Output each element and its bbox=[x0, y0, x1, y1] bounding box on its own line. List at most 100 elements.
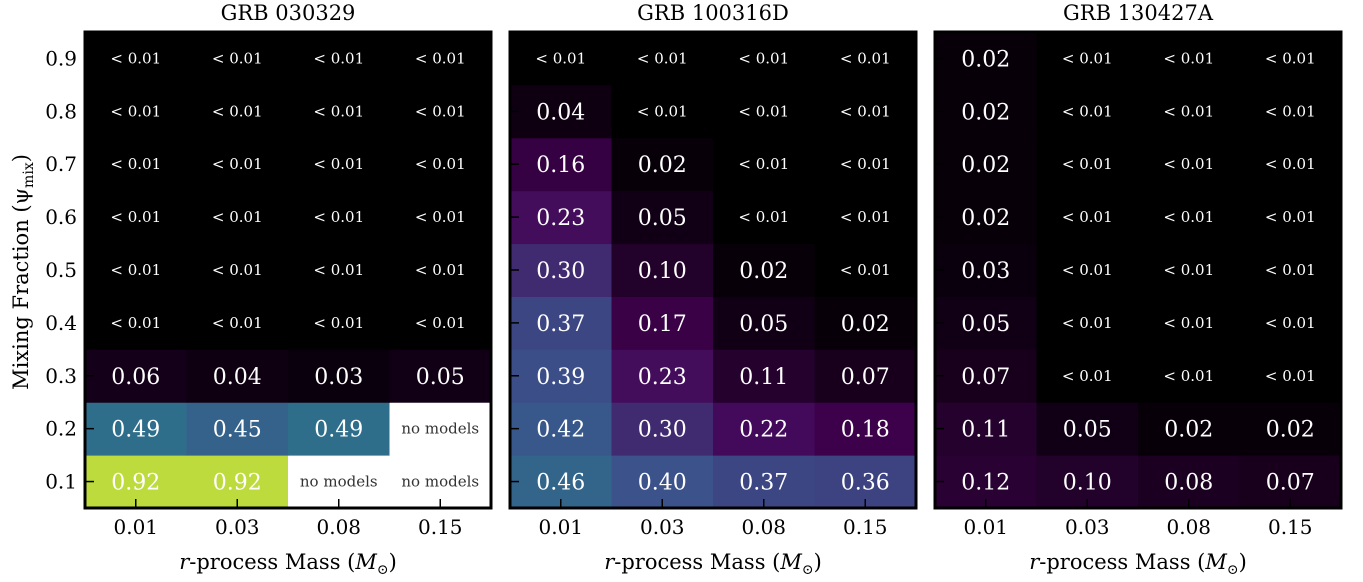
heatmap-cell bbox=[389, 349, 492, 403]
heatmap-cell bbox=[1138, 402, 1240, 456]
heatmap-cell bbox=[611, 349, 714, 403]
cell-label: 0.05 bbox=[416, 365, 465, 390]
cell-label: < 0.01 bbox=[1163, 49, 1214, 67]
heatmap-cell bbox=[510, 349, 612, 403]
heatmap-cell bbox=[288, 137, 390, 192]
cell-label: 0.46 bbox=[536, 471, 585, 496]
cell-label: < 0.01 bbox=[212, 49, 263, 67]
cell-label: 0.11 bbox=[961, 418, 1010, 443]
heatmap-cell bbox=[85, 137, 187, 192]
heatmap-cell bbox=[288, 84, 390, 139]
heatmap-cell bbox=[389, 243, 492, 297]
heatmap-cell bbox=[186, 349, 289, 403]
cell-label: < 0.01 bbox=[535, 49, 586, 67]
heatmap-cell bbox=[611, 84, 714, 139]
x-tick-label: 0.03 bbox=[215, 515, 260, 539]
cell-label: < 0.01 bbox=[738, 49, 789, 67]
heatmap-cell bbox=[1138, 243, 1240, 297]
heatmap-cell bbox=[935, 32, 1037, 86]
cell-label: < 0.01 bbox=[212, 261, 263, 279]
cell-label: no models bbox=[300, 473, 378, 491]
cell-label: 0.92 bbox=[111, 471, 160, 496]
cell-label: 0.16 bbox=[536, 153, 585, 178]
cell-label: < 0.01 bbox=[212, 208, 263, 226]
heatmap-cell bbox=[935, 137, 1037, 192]
heatmap-cell bbox=[1239, 190, 1342, 245]
heatmap-cell bbox=[814, 137, 917, 192]
cell-label: < 0.01 bbox=[212, 314, 263, 332]
cell-label: 0.30 bbox=[638, 418, 687, 443]
heatmap-cell bbox=[814, 32, 917, 86]
cell-label: < 0.01 bbox=[738, 208, 789, 226]
heatmap-cell bbox=[389, 32, 492, 86]
cell-label: < 0.01 bbox=[1062, 49, 1113, 67]
heatmap-cell bbox=[713, 243, 815, 297]
cell-label: < 0.01 bbox=[1062, 208, 1113, 226]
cell-label: 0.10 bbox=[1063, 471, 1112, 496]
y-tick-label: 0.8 bbox=[45, 99, 77, 123]
panel-1: GRB 030329 0.92 0.92 no models no models 0.49… bbox=[45, 1, 493, 578]
cell-label: < 0.01 bbox=[1265, 367, 1316, 385]
panel-title: GRB 130427A bbox=[1063, 1, 1214, 25]
cell-label: 0.23 bbox=[536, 206, 585, 231]
cell-label: 0.02 bbox=[961, 153, 1010, 178]
heatmap-cell bbox=[510, 190, 612, 245]
cell-label: < 0.01 bbox=[1265, 155, 1316, 173]
heatmap-cell bbox=[713, 402, 815, 456]
cell-label: < 0.01 bbox=[1265, 102, 1316, 120]
cell-label: 0.36 bbox=[841, 471, 890, 496]
heatmap-cell bbox=[288, 349, 390, 403]
panels: GRB 030329 0.92 0.92 no models no models 0.49… bbox=[45, 1, 1343, 578]
heatmap-cell bbox=[288, 32, 390, 86]
heatmap-cell bbox=[1239, 137, 1342, 192]
cell-label: < 0.01 bbox=[1062, 102, 1113, 120]
heatmap-cell bbox=[935, 349, 1037, 403]
cell-label: 0.02 bbox=[1266, 418, 1315, 443]
panel-3: GRB 130427A 0.12 0.10 0.08 0.07 0.11 0.05 0.02 0… bbox=[933, 1, 1343, 578]
heatmap-cell bbox=[1239, 243, 1342, 297]
heatmap-cell bbox=[935, 84, 1037, 139]
x-tick-label: 0.03 bbox=[640, 515, 685, 539]
cell-label: 0.06 bbox=[111, 365, 160, 390]
heatmap-cell bbox=[389, 84, 492, 139]
cell-label: < 0.01 bbox=[1062, 367, 1113, 385]
heatmap-cell bbox=[85, 190, 187, 245]
heatmap-cell bbox=[713, 190, 815, 245]
x-tick-label: 0.08 bbox=[316, 515, 361, 539]
x-tick-label: 0.03 bbox=[1065, 515, 1110, 539]
heatmap-cell bbox=[85, 402, 187, 456]
heatmap-cell bbox=[389, 402, 492, 456]
panel-title: GRB 030329 bbox=[221, 1, 356, 25]
heatmap-cell bbox=[288, 402, 390, 456]
cell-label: < 0.01 bbox=[110, 49, 161, 67]
cell-label: 0.04 bbox=[536, 100, 585, 125]
cell-label: 0.37 bbox=[536, 312, 585, 337]
x-axis-label: r-process Mass (M⊙) bbox=[179, 550, 397, 578]
cell-label: 0.02 bbox=[961, 100, 1010, 125]
cell-label: < 0.01 bbox=[1163, 314, 1214, 332]
heatmap-cell bbox=[935, 243, 1037, 297]
x-axis-label: r-process Mass (M⊙) bbox=[604, 550, 822, 578]
heatmap-cell bbox=[510, 243, 612, 297]
x-tick-label: 0.08 bbox=[1166, 515, 1211, 539]
cell-label: 0.18 bbox=[841, 418, 890, 443]
heatmap-cell bbox=[1138, 349, 1240, 403]
cell-label: 0.39 bbox=[536, 365, 585, 390]
x-tick-label: 0.01 bbox=[113, 515, 158, 539]
heatmap-cell bbox=[713, 84, 815, 139]
y-tick-label: 0.2 bbox=[45, 417, 77, 441]
heatmap-cell bbox=[510, 32, 612, 86]
heatmap-cell bbox=[186, 137, 289, 192]
heatmap-cell bbox=[1036, 296, 1139, 350]
cell-label: 0.05 bbox=[638, 206, 687, 231]
heatmap-cell bbox=[288, 243, 390, 297]
cell-label: < 0.01 bbox=[1062, 261, 1113, 279]
heatmap-cell bbox=[814, 402, 917, 456]
cell-label: < 0.01 bbox=[110, 102, 161, 120]
cell-label: 0.02 bbox=[961, 47, 1010, 72]
heatmap-cell bbox=[1239, 402, 1342, 456]
y-tick-label: 0.5 bbox=[45, 258, 77, 282]
cell-label: < 0.01 bbox=[840, 208, 891, 226]
heatmap-cell bbox=[1036, 84, 1139, 139]
cell-label: < 0.01 bbox=[840, 155, 891, 173]
